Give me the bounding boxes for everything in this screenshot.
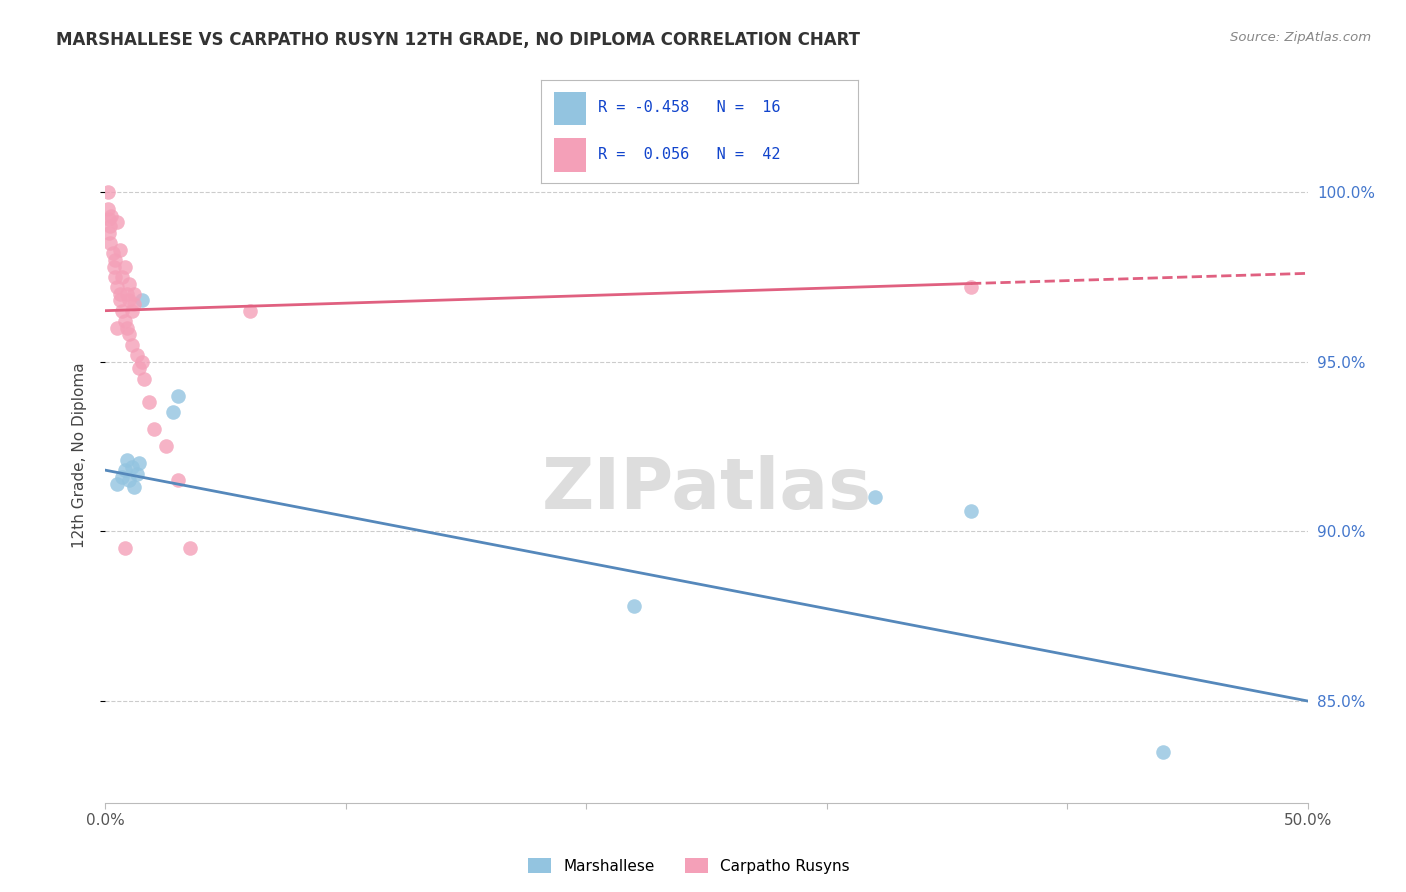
Bar: [554, 92, 586, 126]
Point: [166, 388, 188, 402]
Point: [114, 314, 136, 328]
Point: [125, 348, 148, 362]
Point: [128, 361, 150, 376]
Point: [118, 474, 141, 488]
Point: [863, 491, 886, 505]
Point: [128, 457, 150, 471]
Point: [108, 243, 131, 257]
Point: [131, 354, 153, 368]
Point: [108, 293, 131, 308]
Point: [97, 202, 120, 216]
Point: [155, 439, 177, 453]
Point: [118, 327, 141, 342]
Text: MARSHALLESE VS CARPATHO RUSYN 12TH GRADE, NO DIPLOMA CORRELATION CHART: MARSHALLESE VS CARPATHO RUSYN 12TH GRADE…: [56, 31, 860, 49]
Point: [107, 215, 129, 229]
Point: [98, 219, 121, 233]
Point: [100, 209, 122, 223]
Point: [98, 226, 121, 240]
Bar: [554, 137, 586, 171]
Point: [103, 260, 125, 274]
Point: [104, 252, 127, 267]
Point: [107, 320, 129, 334]
Point: [121, 303, 143, 318]
Point: [960, 280, 983, 294]
Point: [101, 246, 124, 260]
Point: [115, 286, 138, 301]
Point: [162, 405, 184, 419]
Point: [97, 185, 120, 199]
Text: R =  0.056   N =  42: R = 0.056 N = 42: [599, 146, 780, 161]
Point: [107, 280, 129, 294]
Point: [98, 235, 121, 250]
Point: [239, 303, 262, 318]
Point: [107, 476, 129, 491]
Point: [121, 337, 143, 351]
Point: [114, 541, 136, 556]
Point: [179, 541, 201, 556]
Point: [124, 297, 146, 311]
Point: [104, 269, 127, 284]
Point: [132, 371, 155, 385]
Point: [98, 212, 121, 227]
Point: [138, 395, 160, 409]
Point: [118, 293, 141, 308]
Point: [111, 470, 134, 484]
Y-axis label: 12th Grade, No Diploma: 12th Grade, No Diploma: [72, 362, 87, 548]
Point: [142, 422, 165, 436]
Point: [114, 463, 136, 477]
Point: [125, 467, 148, 481]
Point: [111, 303, 134, 318]
Point: [124, 286, 146, 301]
Point: [960, 504, 983, 518]
Point: [131, 293, 153, 308]
Text: ZIPatlas: ZIPatlas: [541, 455, 872, 524]
Point: [623, 599, 645, 613]
Point: [114, 260, 136, 274]
Point: [121, 459, 143, 474]
Point: [1152, 745, 1174, 759]
Point: [118, 277, 141, 291]
Point: [111, 269, 134, 284]
Text: Source: ZipAtlas.com: Source: ZipAtlas.com: [1230, 31, 1371, 45]
Point: [115, 453, 138, 467]
Point: [124, 480, 146, 494]
Legend: Marshallese, Carpatho Rusyns: Marshallese, Carpatho Rusyns: [522, 852, 856, 880]
Text: R = -0.458   N =  16: R = -0.458 N = 16: [599, 101, 780, 115]
Point: [166, 474, 188, 488]
Point: [108, 286, 131, 301]
Point: [115, 320, 138, 334]
